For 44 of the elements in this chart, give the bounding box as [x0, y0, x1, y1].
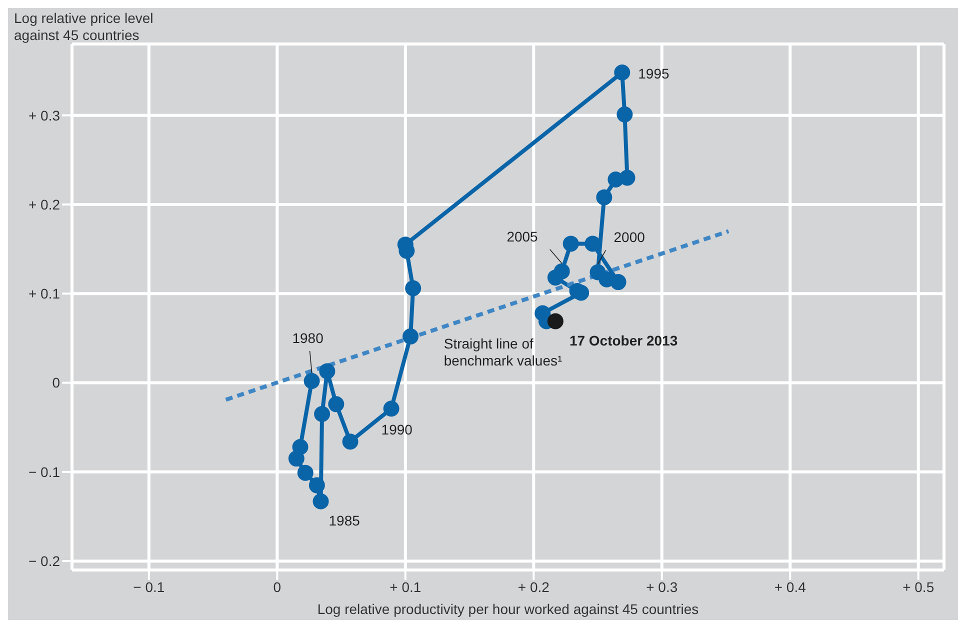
y-tick-label: − 0.1 [28, 464, 60, 480]
point [312, 493, 329, 510]
point [614, 64, 630, 81]
point [342, 434, 358, 450]
point [547, 313, 564, 330]
point [608, 172, 624, 188]
point [596, 189, 612, 206]
y-tick-label: + 0.3 [28, 107, 60, 124]
y-tick-label: − 0.2 [28, 553, 60, 570]
point [610, 274, 626, 290]
annotation: 1980 [292, 330, 324, 346]
point [616, 106, 633, 122]
x-axis-title: Log relative productivity per hour worked against 45 countries [317, 601, 699, 617]
point [319, 363, 336, 380]
y-tick-label: + 0.2 [28, 196, 60, 212]
x-tick-label: − 0.1 [133, 578, 165, 595]
y-tick-label: 0 [52, 374, 60, 391]
annotation: 17 October 2013 [569, 332, 678, 348]
x-tick-label: + 0.3 [646, 578, 678, 595]
point [304, 372, 320, 389]
annotation: 1995 [638, 66, 670, 82]
point [584, 236, 601, 252]
point [562, 236, 579, 252]
point [328, 396, 344, 412]
point [297, 464, 314, 481]
annotation: Straight line of benchmark values¹ [444, 336, 562, 369]
x-tick-label: + 0.1 [390, 578, 422, 595]
annotation: 2005 [506, 228, 538, 244]
point [308, 477, 325, 494]
point [383, 400, 400, 417]
annotation: 2000 [614, 229, 646, 246]
point [314, 406, 330, 422]
point [405, 280, 422, 296]
x-tick-label: + 0.4 [774, 578, 806, 595]
x-tick-label: + 0.5 [902, 578, 934, 595]
x-tick-label: + 0.2 [518, 578, 550, 595]
point [288, 450, 304, 467]
annotation: 1990 [381, 422, 413, 438]
point [402, 328, 419, 344]
y-axis-title: Log relative price level against 45 countries [14, 10, 154, 44]
y-tick-label: + 0.1 [28, 286, 60, 302]
annotation: 1985 [328, 512, 360, 528]
point [547, 270, 564, 286]
x-tick-label: 0 [273, 578, 282, 595]
